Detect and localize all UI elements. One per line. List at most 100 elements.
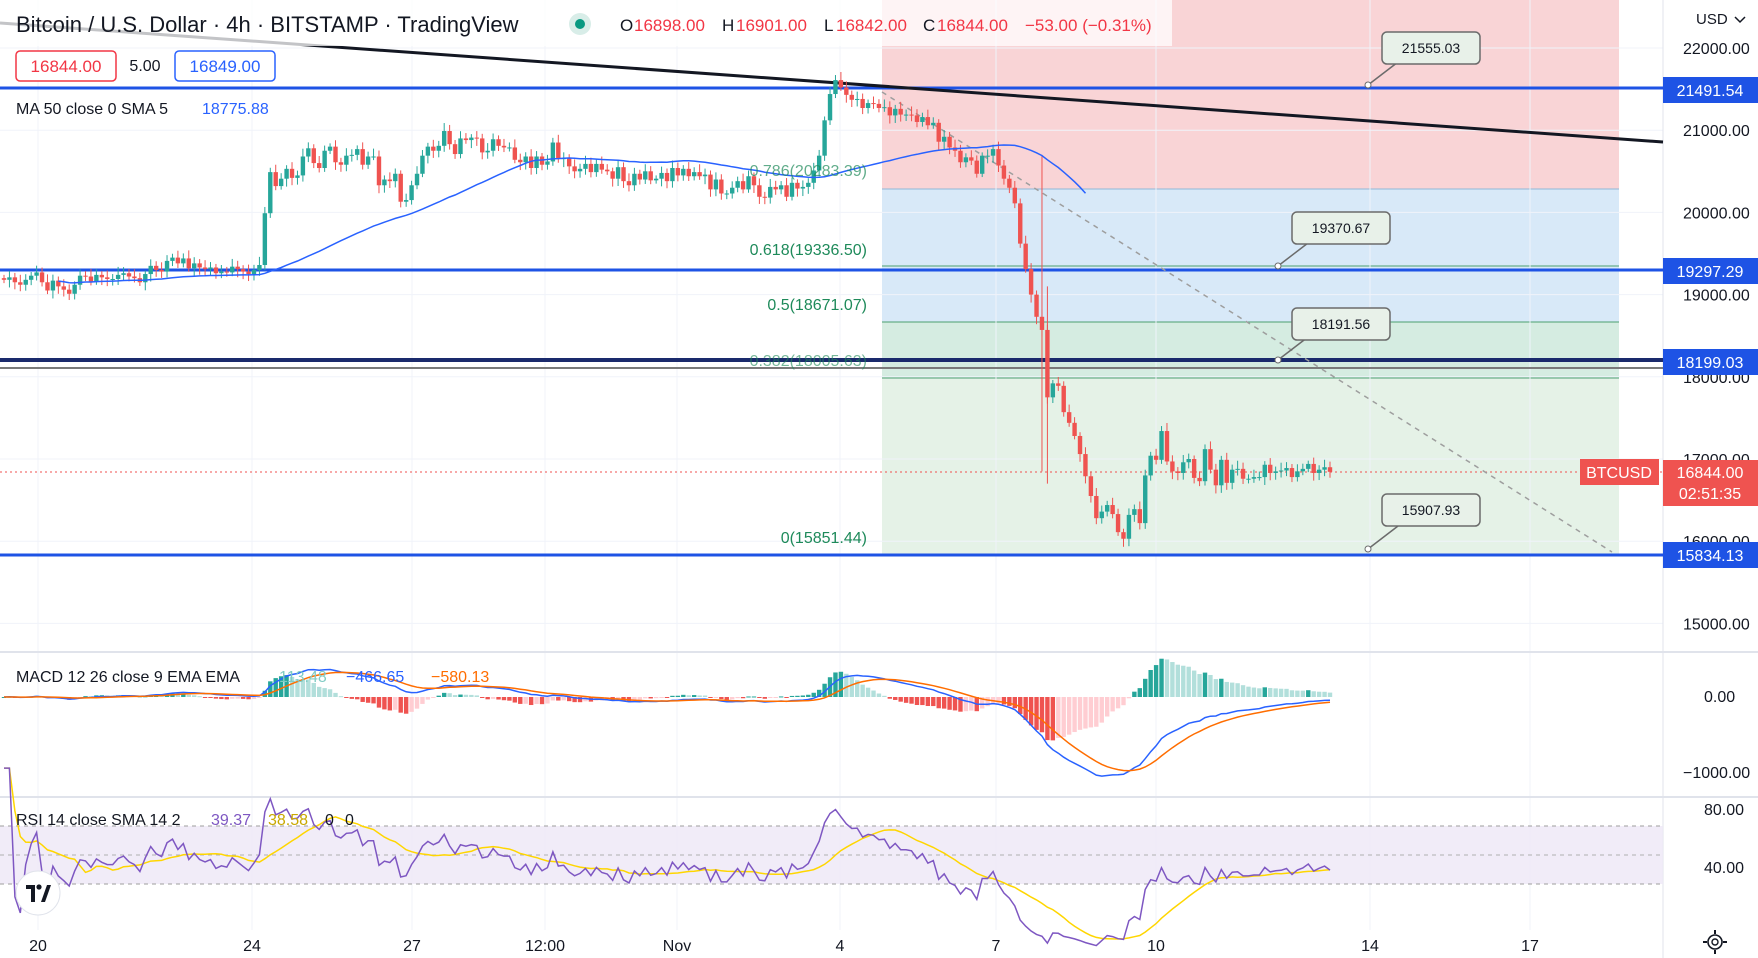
candle-body <box>273 172 278 187</box>
candle-body <box>1012 187 1018 204</box>
macd-hist-bar <box>1012 697 1018 709</box>
candle-body <box>1143 475 1148 524</box>
pill-last[interactable]: 16844.00 02:51:35 <box>1663 460 1758 506</box>
candle-body <box>425 146 431 156</box>
candle-body <box>1311 463 1316 473</box>
candle-body <box>1077 435 1083 455</box>
pill-r3[interactable]: 18199.03 <box>1663 349 1758 375</box>
candle-body <box>121 273 126 275</box>
fib-label-5: 0.5(18671.07) <box>767 297 867 314</box>
candle-body <box>170 257 175 261</box>
candle-body <box>1175 471 1181 473</box>
rsi-legend-label[interactable]: RSI 14 close SMA 14 2 <box>16 812 181 829</box>
candle-body <box>1050 383 1056 398</box>
ohlc-low: 16842.00 <box>836 16 907 35</box>
macd-hist-bar <box>1083 697 1088 729</box>
macd-hist-bar <box>800 695 806 697</box>
pill-symbol[interactable]: BTCUSD <box>1580 459 1659 485</box>
macd-hist-bar <box>1311 691 1316 697</box>
time-axis[interactable]: 20 24 27 12:00 Nov 4 7 10 14 17 <box>29 938 1539 955</box>
pill-s1[interactable]: 15834.13 <box>1663 542 1758 568</box>
candle-body <box>72 284 77 294</box>
candle-body <box>588 163 594 173</box>
candle-body <box>1126 514 1132 539</box>
macd-hist-bar <box>235 697 240 699</box>
callout-2[interactable]: 19370.67 <box>1274 211 1391 270</box>
macd-hist-bar <box>686 695 691 697</box>
macd-legend-label[interactable]: MACD 12 26 close 9 EMA EMA <box>16 669 240 686</box>
candle-body <box>1094 495 1099 519</box>
macd-hist-bar <box>311 682 316 697</box>
buy-button[interactable]: 16849.00 <box>174 50 276 82</box>
macd-hist-bar <box>577 697 583 703</box>
macd-hist-bar <box>224 697 230 700</box>
candle-body <box>436 145 441 151</box>
macd-hist-bar <box>268 681 273 697</box>
rsi-line <box>4 767 1331 947</box>
macd-hist-bar <box>795 695 800 697</box>
candle-body <box>697 172 702 177</box>
pill-r1[interactable]: 21491.54 <box>1663 77 1758 103</box>
candle-body <box>1295 471 1300 478</box>
macd-hist-bar <box>1191 670 1197 697</box>
macd-hist-bar <box>137 696 143 698</box>
callout-3[interactable]: 18191.56 <box>1274 307 1391 364</box>
macd-hist-bar <box>844 673 849 697</box>
macd-hist-bar <box>1306 690 1311 697</box>
pill-r2[interactable]: 19297.29 <box>1663 258 1758 284</box>
macd-hist-bar <box>822 683 827 697</box>
candle-body <box>898 108 903 115</box>
macd-hist-bar <box>702 695 708 697</box>
candle-body <box>762 196 768 198</box>
fib-label-382: 0.382(18005.63) <box>750 353 867 370</box>
market-status-icon[interactable] <box>575 19 585 29</box>
macd-hist-bar <box>675 695 681 697</box>
chart-title[interactable]: Bitcoin / U.S. Dollar · 4h · BITSTAMP · … <box>16 12 519 37</box>
macd-hist-bar <box>876 693 882 697</box>
candle-body <box>1273 471 1278 473</box>
candle-body <box>251 269 257 275</box>
macd-hist-bar <box>773 697 778 698</box>
candle-body <box>409 185 414 201</box>
rsi-axis-0: 80.00 <box>1704 802 1744 819</box>
candle-body <box>306 148 311 157</box>
macd-hist-bar <box>664 697 670 698</box>
candle-body <box>550 142 556 162</box>
macd-hist-bar <box>833 672 838 697</box>
time-axis-label: 10 <box>1147 938 1165 955</box>
sell-button[interactable]: 16844.00 <box>15 50 117 82</box>
candle-body <box>1202 449 1208 482</box>
currency-selector[interactable]: USD <box>1696 11 1728 28</box>
time-axis-label: 7 <box>992 938 1001 955</box>
callout-1[interactable]: 21555.03 <box>1364 31 1481 89</box>
tradingview-logo[interactable] <box>15 870 61 916</box>
macd-hist-bar <box>213 697 219 699</box>
candle-body <box>316 163 322 169</box>
pill-r2-text: 19297.29 <box>1677 264 1744 281</box>
time-axis-label: Nov <box>663 938 691 955</box>
candle-body <box>1191 459 1197 478</box>
settings-gear-icon[interactable] <box>1703 930 1727 954</box>
macd-hist-bar <box>175 693 181 697</box>
macd-hist-bar <box>1137 688 1142 697</box>
macd-hist-bar <box>1300 690 1306 697</box>
macd-axis-0: 0.00 <box>1704 689 1735 706</box>
macd-hist-bar <box>273 678 278 697</box>
candle-body <box>480 138 485 153</box>
chevron-down-icon[interactable] <box>1734 16 1746 24</box>
macd-hist-bar <box>496 697 501 700</box>
candle-body <box>77 275 83 285</box>
macd-hist-bar <box>1278 688 1284 697</box>
candle-body <box>670 168 675 182</box>
pill-r3-text: 18199.03 <box>1677 355 1744 372</box>
ma-legend-label[interactable]: MA 50 close 0 SMA 5 <box>16 101 168 118</box>
candle-body <box>295 175 300 178</box>
candle-body <box>610 171 615 179</box>
callout-4[interactable]: 15907.93 <box>1364 493 1481 553</box>
macd-histogram <box>1 658 1333 741</box>
candle-body <box>887 107 893 116</box>
ohlc-low-label: L <box>824 16 833 35</box>
fib-zone-green <box>882 378 1619 554</box>
candle-body <box>1181 462 1186 473</box>
